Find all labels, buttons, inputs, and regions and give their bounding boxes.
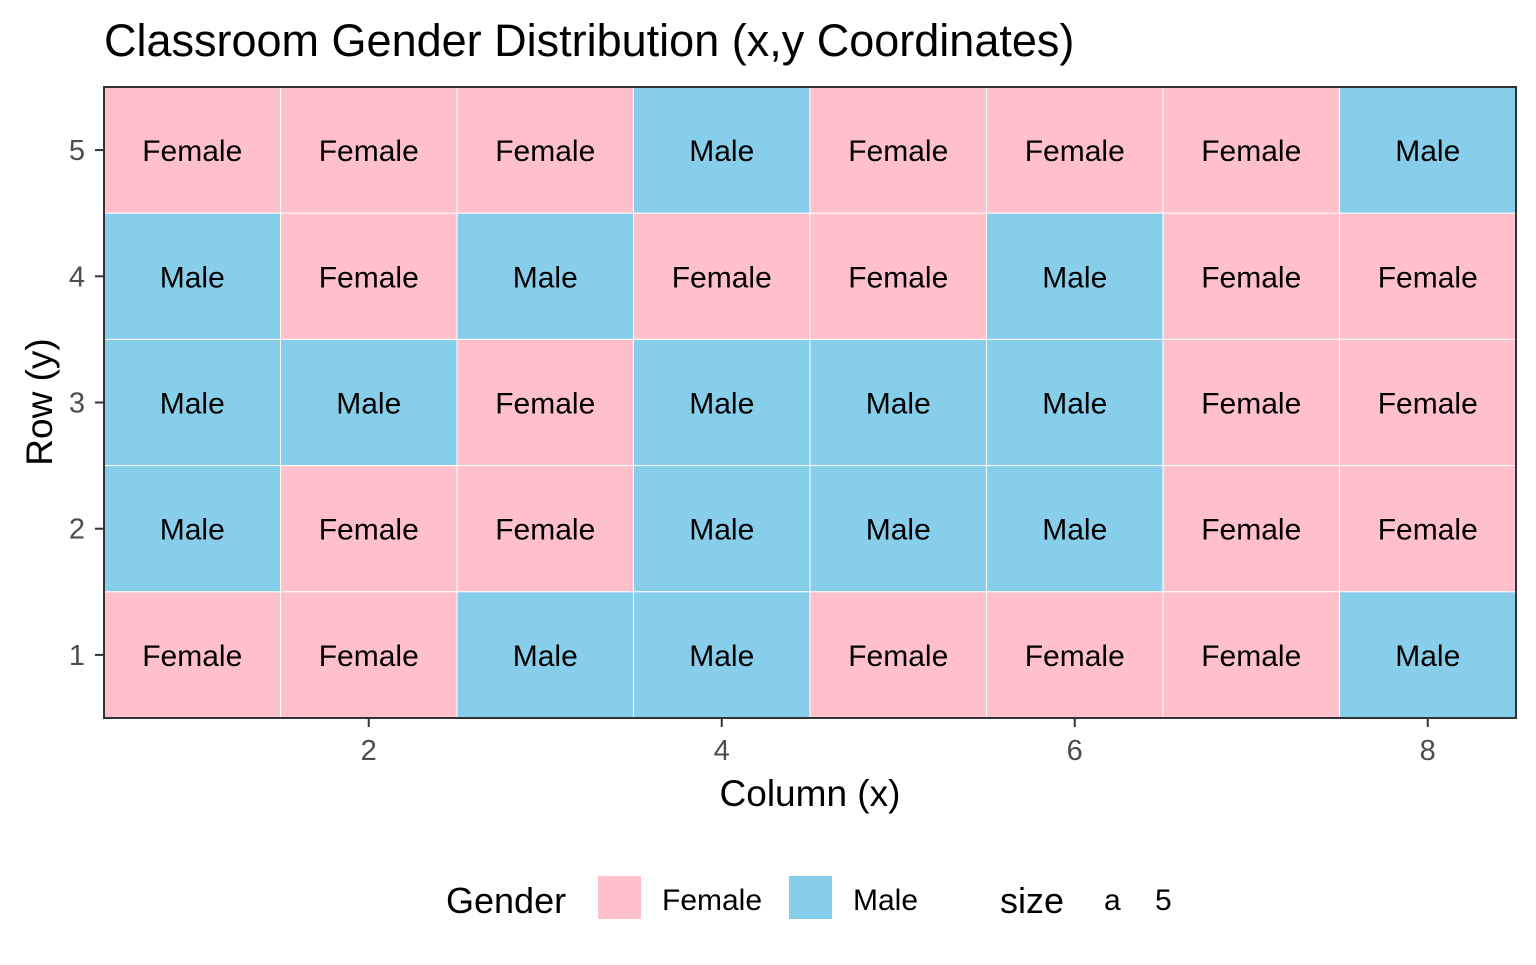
cell-label-x4-y5: Male [689,135,754,168]
cell-x7-y2 [1162,465,1340,593]
cell-label-x4-y1: Male [689,640,754,673]
cell-x2-y4 [280,212,458,340]
cell-x6-y4 [986,212,1164,340]
cell-label-x5-y5: Female [848,135,948,168]
cell-label-x8-y3: Female [1378,388,1478,421]
cell-label-x6-y1: Female [1025,640,1125,673]
cell-x6-y1 [986,591,1164,719]
cell-x5-y2 [809,465,987,593]
legend-female-swatch [598,876,641,919]
legend-title: Gender [446,880,566,921]
cell-x7-y5 [1162,86,1340,214]
legend: Gender Female Male size a 5 [446,876,1172,921]
cell-label-x4-y2: Male [689,514,754,547]
cell-label-x8-y2: Female [1378,514,1478,547]
cell-x4-y4 [633,212,811,340]
cell-label-x3-y1: Male [513,640,578,673]
cell-x1-y3 [103,338,281,467]
cell-x1-y2 [103,465,281,593]
y-tick-label-3: 3 [69,388,85,420]
cell-x5-y1 [809,591,987,719]
cell-label-x5-y2: Male [866,514,931,547]
cell-x5-y4 [809,212,987,340]
cell-x4-y1 [633,591,811,719]
cell-label-x3-y5: Female [495,135,595,168]
cell-x6-y5 [986,86,1164,214]
cell-label-x8-y4: Female [1378,261,1478,294]
cell-label-x6-y2: Male [1042,514,1107,547]
legend-male-label: Male [853,884,918,917]
cell-label-x1-y3: Male [160,388,225,421]
cell-x2-y5 [280,86,458,214]
cell-label-x1-y5: Female [142,135,242,168]
cell-label-x3-y4: Male [513,261,578,294]
cell-x2-y3 [280,338,458,467]
cell-label-x8-y5: Male [1395,135,1460,168]
cell-label-x7-y2: Female [1201,514,1301,547]
cell-label-x2-y2: Female [319,514,419,547]
cell-label-x7-y5: Female [1201,135,1301,168]
legend-male-swatch [789,876,832,919]
cell-x7-y1 [1162,591,1340,719]
cell-x8-y4 [1339,212,1517,340]
cell-x2-y1 [280,591,458,719]
cell-label-x4-y3: Male [689,388,754,421]
legend-size-key: a [1104,884,1121,917]
cell-label-x1-y2: Male [160,514,225,547]
cell-x5-y3 [809,338,987,467]
cell-label-x8-y1: Male [1395,640,1460,673]
cell-label-x2-y1: Female [319,640,419,673]
cell-label-x3-y3: Female [495,388,595,421]
cell-x8-y5 [1339,86,1517,214]
cell-label-x7-y1: Female [1201,640,1301,673]
x-tick-label-2: 2 [361,735,377,767]
cell-x3-y2 [456,465,634,593]
cell-x8-y1 [1339,591,1517,719]
cell-label-x7-y4: Female [1201,261,1301,294]
cells-layer: Female Female Female Male Female Female Female… [103,86,1517,719]
cell-x7-y3 [1162,338,1340,467]
cell-x7-y4 [1162,212,1340,340]
legend-size-title: size [1000,880,1064,921]
cell-label-x2-y4: Female [319,261,419,294]
cell-x3-y1 [456,591,634,719]
y-tick-label-5: 5 [69,135,85,167]
x-tick-label-8: 8 [1420,735,1436,767]
axes-layer: 2 4 6 8 1 2 3 4 5 [69,135,1436,767]
cell-label-x7-y3: Female [1201,388,1301,421]
cell-label-x5-y3: Male [866,388,931,421]
cell-label-x6-y4: Male [1042,261,1107,294]
x-tick-label-6: 6 [1067,735,1083,767]
cell-label-x6-y3: Male [1042,388,1107,421]
y-tick-label-2: 2 [69,514,85,546]
cell-label-x1-y4: Male [160,261,225,294]
legend-size-value: 5 [1155,884,1172,917]
cell-x3-y3 [456,338,634,467]
cell-x5-y5 [809,86,987,214]
cell-label-x5-y1: Female [848,640,948,673]
cell-x4-y5 [633,86,811,214]
legend-female-label: Female [662,884,762,917]
cell-label-x2-y5: Female [319,135,419,168]
cell-label-x1-y1: Female [142,640,242,673]
cell-label-x4-y4: Female [672,261,772,294]
y-tick-label-1: 1 [69,640,85,672]
cell-label-x5-y4: Female [848,261,948,294]
cell-label-x2-y3: Male [336,388,401,421]
y-tick-label-4: 4 [69,261,85,293]
cell-x1-y5 [103,86,281,214]
cell-x4-y3 [633,338,811,467]
cell-label-x3-y2: Female [495,514,595,547]
cell-x6-y3 [986,338,1164,467]
cell-x4-y2 [633,465,811,593]
cell-label-x6-y5: Female [1025,135,1125,168]
x-axis-label: Column (x) [720,773,901,814]
y-axis-label: Row (y) [19,338,60,465]
x-tick-label-4: 4 [714,735,730,767]
chart-title: Classroom Gender Distribution (x,y Coord… [104,15,1074,66]
